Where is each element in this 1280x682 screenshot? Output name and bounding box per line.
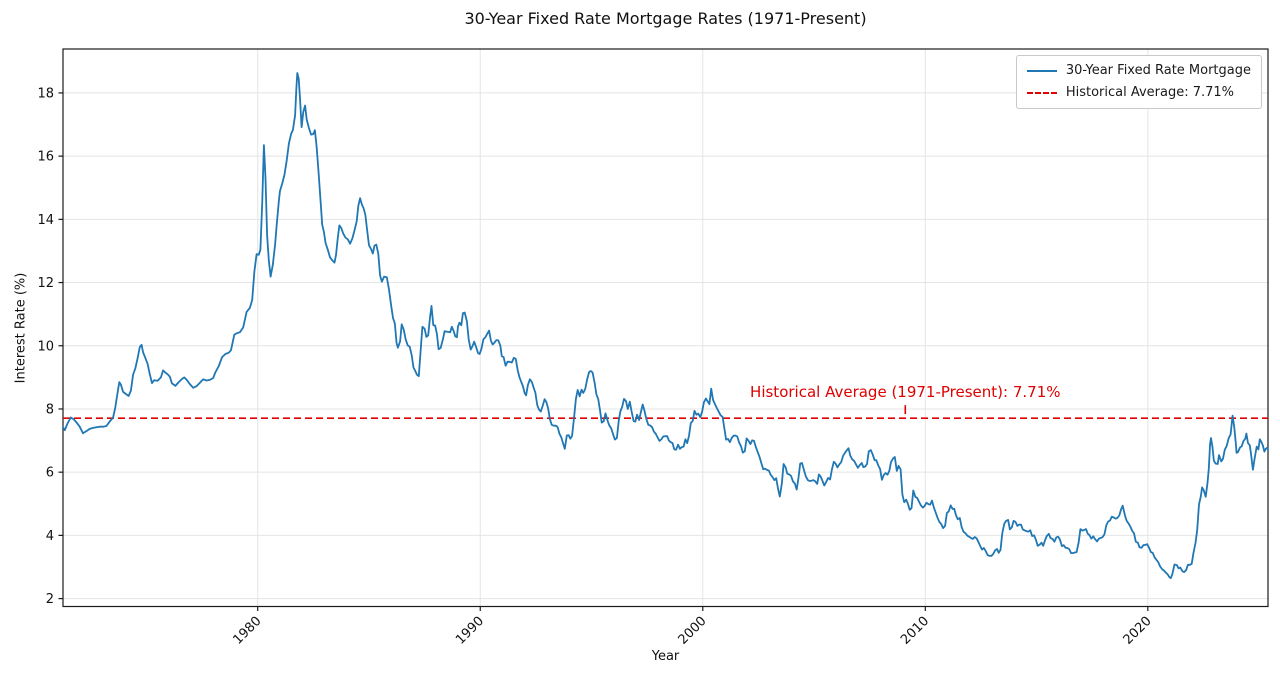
axis-tick-marks	[58, 92, 1149, 611]
y-tick-label: 4	[46, 529, 54, 544]
legend-label-average: Historical Average: 7.71%	[1065, 85, 1235, 100]
legend-solid-line-sample	[1026, 70, 1057, 72]
y-axis-label: Interest Rate (%)	[13, 272, 29, 384]
plot-border	[62, 48, 1269, 608]
y-tick-label: 8	[46, 402, 54, 417]
legend-item-average: Historical Average: 7.71%	[1026, 85, 1251, 101]
y-tick-label: 18	[37, 86, 54, 101]
y-tick-label: 12	[37, 276, 54, 291]
y-tick-label: 14	[37, 213, 54, 228]
x-tick-label: 2020	[1121, 614, 1155, 648]
x-tick-label: 1980	[231, 614, 265, 648]
legend-item-mortgage: 30-Year Fixed Rate Mortgage	[1026, 63, 1251, 79]
x-tick-label: 2000	[676, 614, 710, 648]
y-tick-label: 2	[46, 592, 54, 607]
mortgage-rate-line	[62, 72, 1269, 579]
legend-dashed-line-sample	[1026, 92, 1057, 94]
legend-label-mortgage: 30-Year Fixed Rate Mortgage	[1065, 63, 1251, 78]
x-tick-labels: 1980 1990 2000 2010 2020	[231, 614, 1155, 648]
chart-title: 30-Year Fixed Rate Mortgage Rates (1971-…	[464, 9, 867, 28]
x-tick-label: 2010	[898, 614, 932, 648]
y-tick-label: 16	[37, 150, 54, 165]
y-tick-labels: 2 4 6 8 10 12 14 16 18	[37, 86, 54, 607]
y-tick-label: 6	[46, 466, 54, 481]
x-axis-label: Year	[651, 649, 680, 664]
x-tick-label: 1990	[453, 614, 487, 648]
data-series-layer	[62, 72, 1269, 579]
y-tick-label: 10	[37, 339, 54, 354]
legend: 30-Year Fixed Rate Mortgage Historical A…	[1015, 55, 1262, 109]
annotation-text: Historical Average (1971-Present): 7.71%	[750, 383, 1060, 401]
